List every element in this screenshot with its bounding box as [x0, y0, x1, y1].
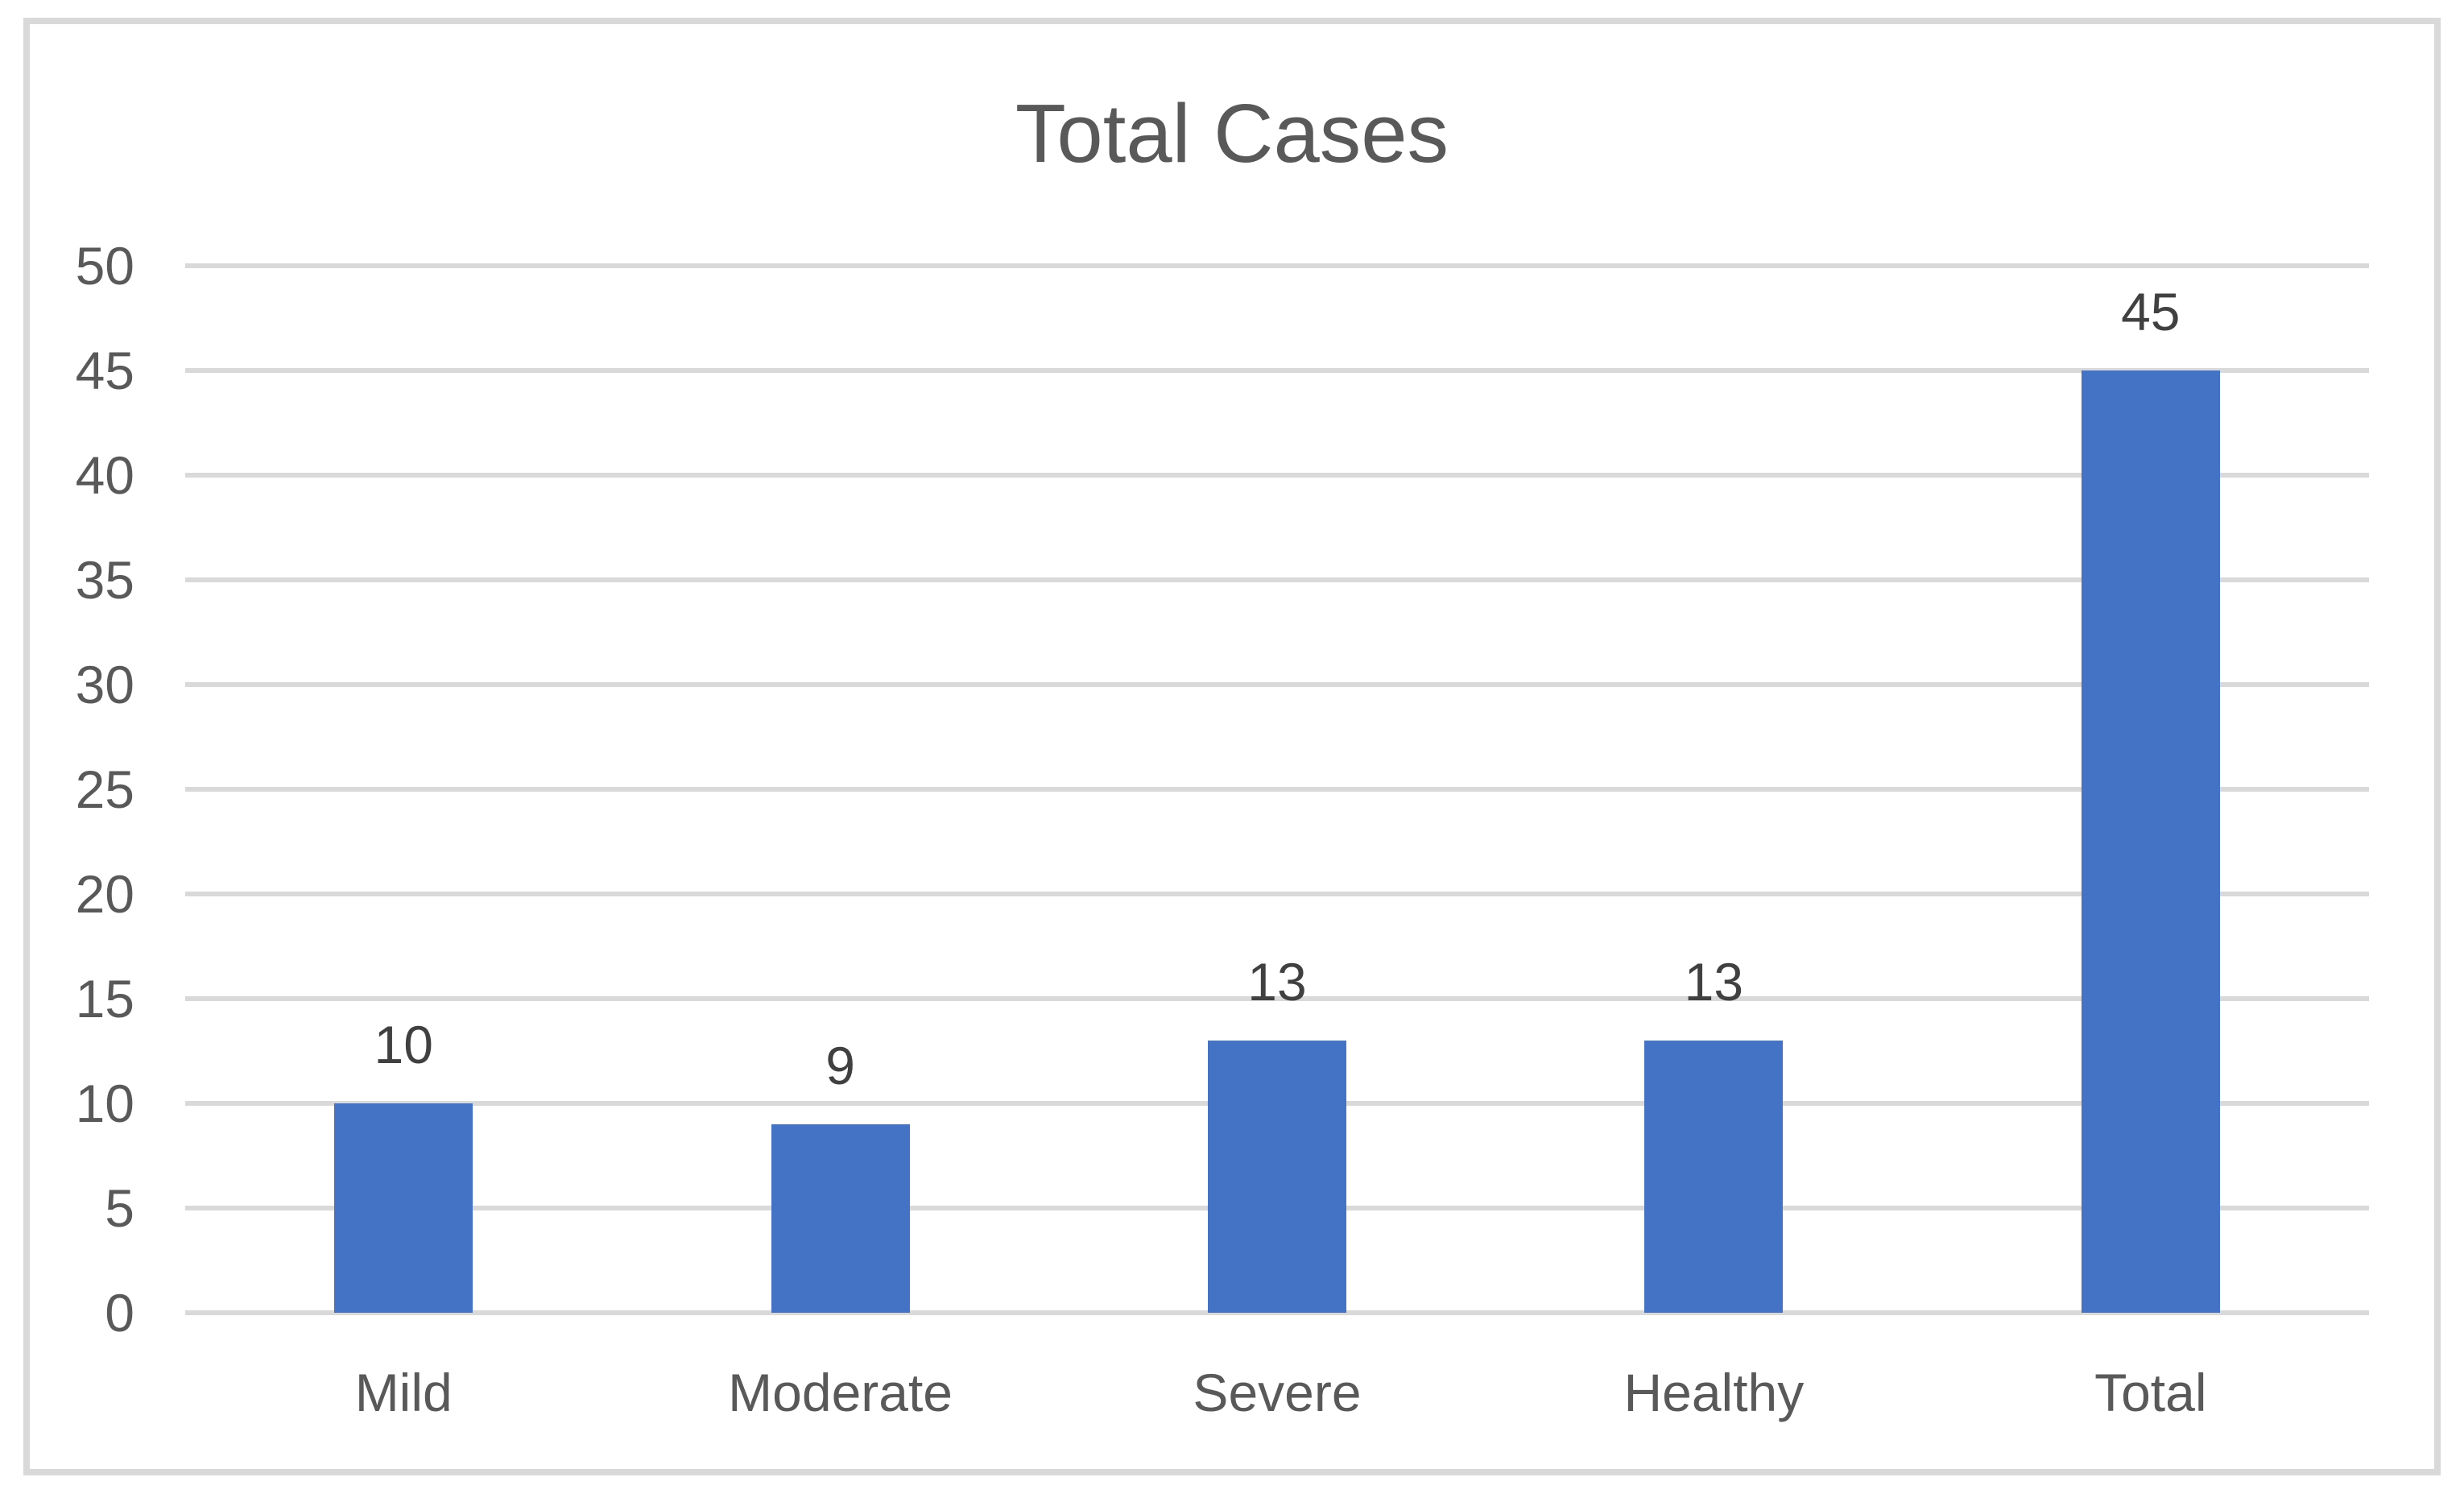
y-tick-label: 45	[75, 341, 134, 400]
y-tick-label: 50	[75, 236, 134, 296]
y-tick-label: 5	[105, 1178, 134, 1238]
gridline	[185, 682, 2369, 687]
y-tick-label: 15	[75, 969, 134, 1028]
bar-data-label: 45	[2121, 282, 2181, 342]
category-label-mild: Mild	[354, 1363, 453, 1422]
bar-mild	[334, 1103, 473, 1313]
chart-title: Total Cases	[1015, 87, 1449, 180]
chart-frame: Total Cases 50 45 40 35 30 25 20 15 10 5 0 10 9 13 13…	[23, 18, 2441, 1475]
bar-moderate	[771, 1124, 910, 1313]
bar-data-label: 10	[374, 1015, 433, 1075]
gridline	[185, 787, 2369, 792]
bar-healthy	[1644, 1041, 1784, 1313]
y-tick-label: 35	[75, 550, 134, 610]
category-label-severe: Severe	[1193, 1363, 1362, 1422]
y-tick-label: 40	[75, 445, 134, 505]
gridline	[185, 996, 2369, 1001]
gridline	[185, 577, 2369, 582]
category-label-total: Total	[2094, 1363, 2207, 1422]
gridline	[185, 263, 2369, 268]
bar-total	[2081, 370, 2220, 1313]
category-label-healthy: Healthy	[1623, 1363, 1805, 1422]
category-label-moderate: Moderate	[728, 1363, 953, 1422]
bar-data-label: 13	[1247, 952, 1307, 1012]
gridline	[185, 1310, 2369, 1315]
y-tick-label: 0	[105, 1283, 134, 1343]
gridline	[185, 473, 2369, 478]
bar-severe	[1208, 1041, 1346, 1313]
y-tick-label: 10	[75, 1074, 134, 1133]
gridline	[185, 892, 2369, 896]
y-tick-label: 25	[75, 759, 134, 819]
plot-area: 10 9 13 13 45	[185, 263, 2369, 1315]
y-tick-label: 20	[75, 864, 134, 924]
gridline	[185, 368, 2369, 373]
x-axis: Mild Moderate Severe Healthy Total	[185, 1361, 2369, 1442]
bar-data-label: 13	[1684, 952, 1744, 1012]
bar-data-label: 9	[825, 1036, 855, 1096]
y-tick-label: 30	[75, 655, 134, 714]
y-axis: 50 45 40 35 30 25 20 15 10 5 0	[30, 24, 185, 1469]
